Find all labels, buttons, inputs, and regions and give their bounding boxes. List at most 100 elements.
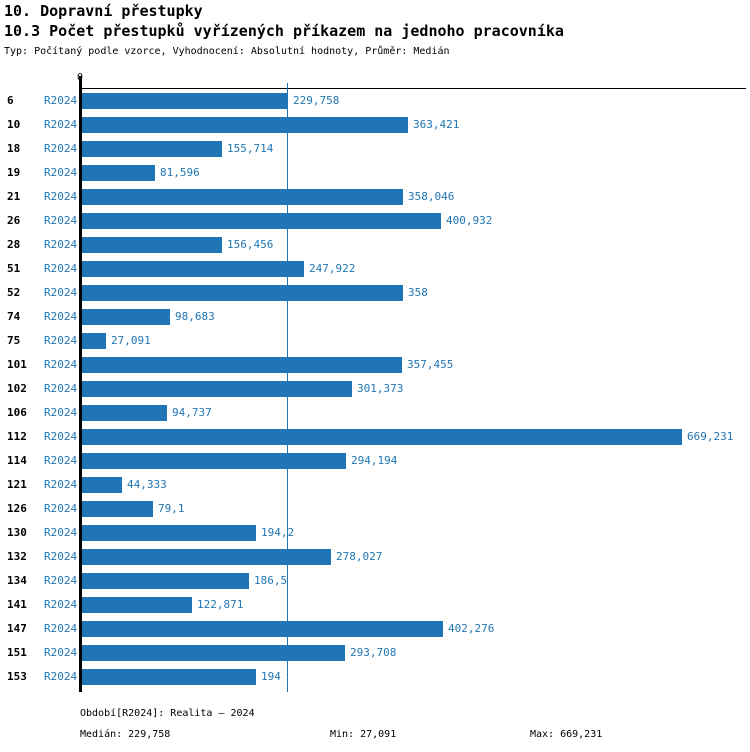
row-series-label: R2024 [44,598,78,611]
row-series-label: R2024 [44,406,78,419]
row-category-label: 134 [7,574,27,587]
row-category-label: 106 [7,406,27,419]
row-series-label: R2024 [44,142,78,155]
bar-value-label: 358 [408,286,428,299]
bar [82,645,345,661]
row-category-label: 132 [7,550,27,563]
bar [82,261,304,277]
bar [82,477,122,493]
row-series-label: R2024 [44,286,78,299]
footer-min-label: Min: 27,091 [330,729,397,740]
bar [82,189,403,205]
footer-median-label: Medián: 229,758 [80,729,171,740]
bar [82,429,682,445]
bar [82,621,443,637]
row-category-label: 28 [7,238,21,251]
bar [82,405,167,421]
bar [82,453,346,469]
bar [82,597,192,613]
bar-value-label: 301,373 [357,382,404,395]
row-category-label: 121 [7,478,27,491]
row-series-label: R2024 [44,574,78,587]
bar-value-label: 156,456 [227,238,274,251]
row-category-label: 153 [7,670,27,683]
bar-value-label: 27,091 [111,334,151,347]
bar-value-label: 194 [261,670,281,683]
bar [82,93,288,109]
bar [82,165,155,181]
row-category-label: 10 [7,118,21,131]
row-category-label: 18 [7,142,21,155]
bar [82,357,402,373]
bar-value-label: 669,231 [687,430,734,443]
row-category-label: 102 [7,382,27,395]
row-series-label: R2024 [44,118,78,131]
row-category-label: 130 [7,526,27,539]
x-axis-line [79,88,746,89]
report-title: 10. Dopravní přestupky [4,2,203,20]
row-category-label: 21 [7,190,21,203]
bar-value-label: 402,276 [448,622,495,635]
bar [82,573,249,589]
report-subtitle: 10.3 Počet přestupků vyřízených příkazem… [4,22,564,40]
row-series-label: R2024 [44,358,78,371]
bar [82,525,256,541]
y-axis-line [79,76,82,692]
row-category-label: 151 [7,646,27,659]
bar [82,141,222,157]
bar-value-label: 247,922 [309,262,356,275]
row-category-label: 114 [7,454,27,467]
row-series-label: R2024 [44,478,78,491]
row-series-label: R2024 [44,502,78,515]
bar [82,669,256,685]
row-category-label: 19 [7,166,21,179]
bar [82,309,170,325]
bar-value-label: 98,683 [175,310,215,323]
row-series-label: R2024 [44,622,78,635]
bar-value-label: 278,027 [336,550,383,563]
row-series-label: R2024 [44,382,78,395]
bar-value-label: 81,596 [160,166,200,179]
row-category-label: 101 [7,358,27,371]
bar [82,117,408,133]
bar-value-label: 363,421 [413,118,460,131]
bar-value-label: 358,046 [408,190,455,203]
row-series-label: R2024 [44,262,78,275]
row-series-label: R2024 [44,454,78,467]
bar-value-label: 229,758 [293,94,340,107]
bar [82,213,441,229]
row-series-label: R2024 [44,310,78,323]
footer-max-label: Max: 669,231 [530,729,603,740]
bar-value-label: 122,871 [197,598,244,611]
bar [82,381,352,397]
bar [82,285,403,301]
bar-value-label: 94,737 [172,406,212,419]
report-meta: Typ: Počítaný podle vzorce, Vyhodnocení:… [4,46,450,57]
row-series-label: R2024 [44,190,78,203]
row-series-label: R2024 [44,238,78,251]
row-series-label: R2024 [44,214,78,227]
row-series-label: R2024 [44,430,78,443]
row-category-label: 126 [7,502,27,515]
row-series-label: R2024 [44,94,78,107]
row-category-label: 74 [7,310,21,323]
bar-value-label: 194,2 [261,526,295,539]
bar-value-label: 293,708 [350,646,397,659]
bar [82,501,153,517]
row-category-label: 141 [7,598,27,611]
row-category-label: 75 [7,334,21,347]
row-series-label: R2024 [44,646,78,659]
bar-value-label: 186,5 [254,574,288,587]
row-series-label: R2024 [44,166,78,179]
row-category-label: 147 [7,622,27,635]
bar [82,333,106,349]
bar-value-label: 294,194 [351,454,398,467]
bar-value-label: 357,455 [407,358,454,371]
bar-value-label: 400,932 [446,214,493,227]
row-series-label: R2024 [44,550,78,563]
bar-value-label: 155,714 [227,142,274,155]
bar [82,549,331,565]
row-category-label: 52 [7,286,21,299]
row-category-label: 6 [7,94,14,107]
